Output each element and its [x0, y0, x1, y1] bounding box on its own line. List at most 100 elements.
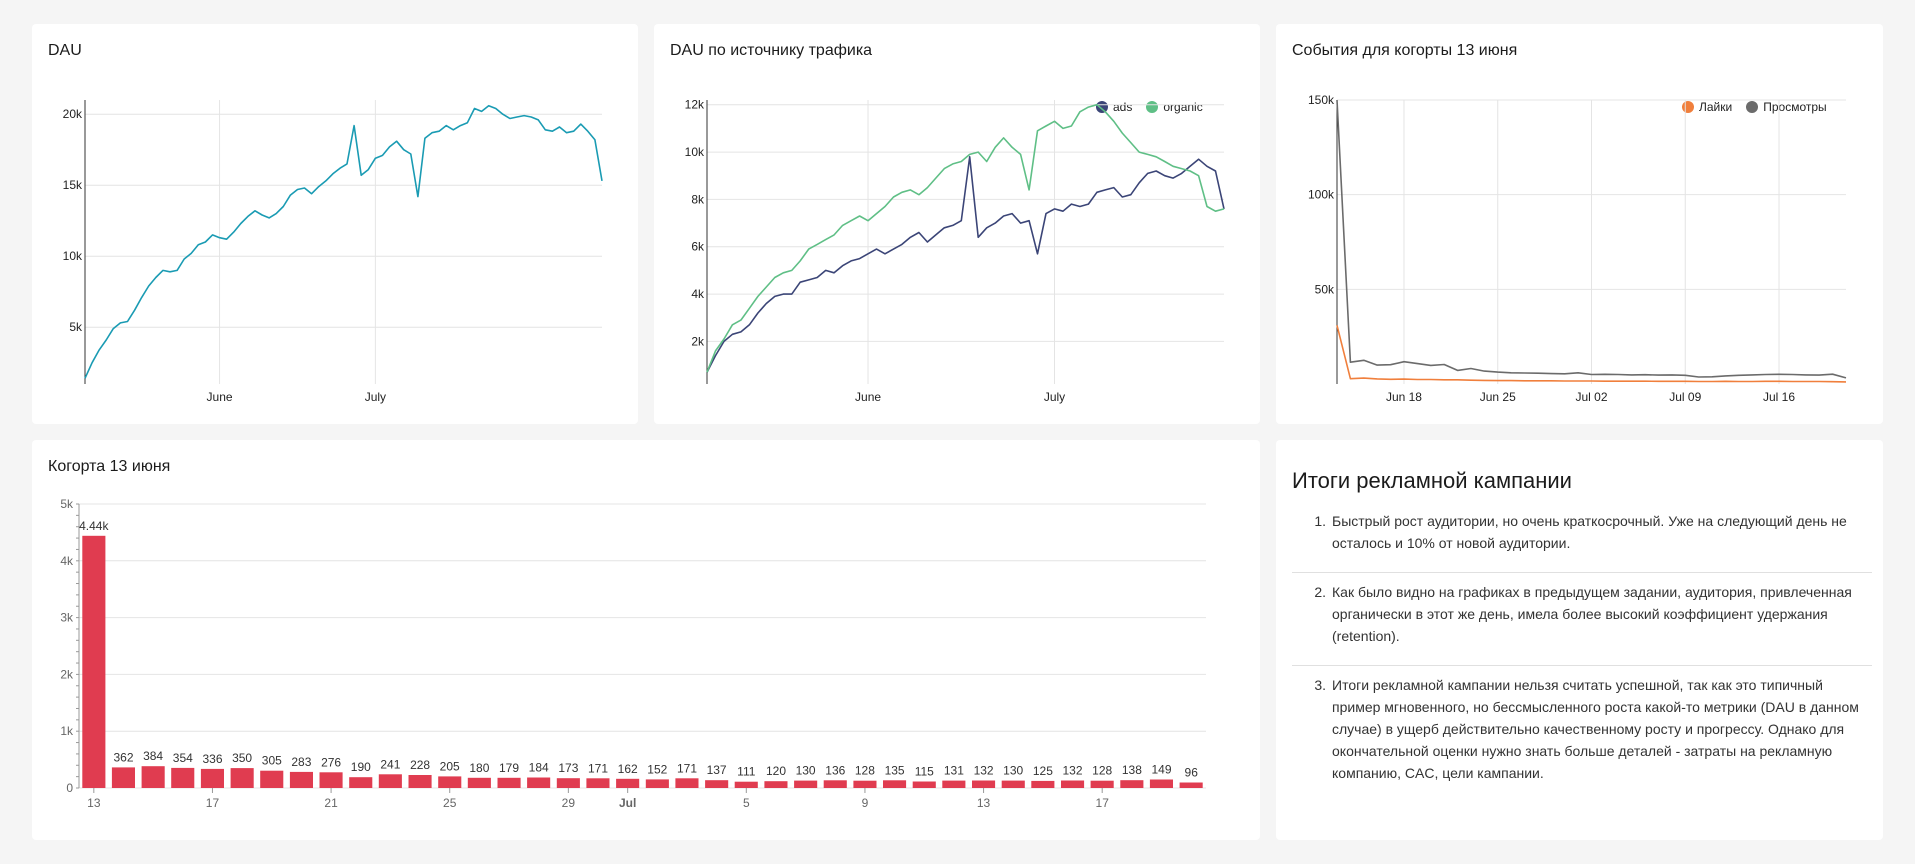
bar-value-label: 362	[113, 750, 133, 764]
series-line-DAU	[84, 104, 603, 379]
bar	[260, 770, 284, 788]
dau-card: DAU 5k 10k 15k 20k June July	[32, 24, 638, 424]
y-tick-label: 15k	[63, 178, 83, 192]
x-tick-label: 17	[1096, 796, 1110, 810]
x-tick-label: 13	[977, 796, 991, 810]
y-tick-label: 4k	[60, 554, 74, 568]
dau-chart: 5k 10k 15k 20k June July	[63, 100, 603, 404]
bar-value-label: 131	[944, 764, 964, 778]
bar-value-label: 136	[825, 763, 845, 777]
bar	[883, 780, 907, 788]
legend-item-ads[interactable]: ads	[1096, 100, 1132, 114]
dau-source-legend: ads organic	[1096, 100, 1203, 114]
y-tick-label: 8k	[691, 192, 705, 206]
bar-value-label: 305	[262, 754, 282, 768]
bar	[942, 780, 966, 788]
bar-value-label: 190	[351, 760, 371, 774]
bar-value-label: 205	[440, 759, 460, 773]
bar-value-label: 152	[647, 762, 667, 776]
bar-value-label: 137	[707, 763, 727, 777]
bar	[82, 535, 106, 788]
x-tick-label: Jul 16	[1763, 390, 1795, 404]
bar	[645, 779, 669, 788]
bar-value-label: 125	[1033, 764, 1053, 778]
bar-value-label: 173	[558, 761, 578, 775]
events-chart: 50k 100k 150k Jun 18 Jun 25 Jul 02 Jul 09 Jul 1…	[1308, 93, 1847, 404]
summary-item: 3. Итоги рекламной кампании нельзя счита…	[1292, 666, 1872, 802]
series-line-organic	[706, 103, 1225, 373]
x-tick-label: 17	[206, 796, 220, 810]
cohort-card: Когорта 13 июня 0 1k 2k 3k 4k 5k 4.44k 362 384 35…	[32, 440, 1260, 840]
legend-dot-organic	[1146, 101, 1159, 113]
y-tick-label: 4k	[691, 287, 705, 301]
summary-list: 1. Быстрый рост аудитории, но очень крат…	[1292, 502, 1872, 802]
bar	[1179, 782, 1203, 788]
bar	[1149, 779, 1173, 788]
bar	[912, 781, 936, 788]
bar	[853, 780, 877, 788]
legend-label-organic: organic	[1163, 100, 1203, 114]
bar	[527, 777, 551, 788]
y-tick-label: 0	[66, 781, 73, 795]
bar-value-label: 4.44k	[79, 519, 109, 533]
summary-item-number: 3.	[1314, 677, 1326, 693]
bar	[141, 766, 165, 788]
x-tick-label: 21	[324, 796, 338, 810]
legend-item-organic[interactable]: organic	[1146, 100, 1203, 114]
x-tick-label: 25	[443, 796, 457, 810]
bar-value-label: 283	[291, 755, 311, 769]
y-tick-label: 10k	[685, 145, 705, 159]
x-tick-label: Jun 25	[1480, 390, 1516, 404]
bar-value-label: 149	[1151, 763, 1171, 777]
dau-source-chart: 2k 4k 6k 8k 10k 12k June July	[685, 98, 1225, 404]
x-tick-label: July	[365, 390, 386, 404]
y-tick-label: 3k	[60, 611, 74, 625]
y-tick-label: 150k	[1308, 93, 1335, 107]
y-tick-label: 100k	[1308, 188, 1335, 202]
y-tick-label: 5k	[69, 320, 83, 334]
bar-value-label: 354	[173, 751, 193, 765]
x-tick-label: Jul	[619, 796, 636, 810]
bar	[972, 780, 996, 788]
x-tick-label: June	[207, 390, 233, 404]
summary-item: 1. Быстрый рост аудитории, но очень крат…	[1292, 502, 1872, 573]
y-tick-label: 5k	[60, 497, 74, 511]
bar	[616, 778, 640, 788]
x-tick-label: Jul 02	[1575, 390, 1607, 404]
events-title: События для когорты 13 июня	[1292, 42, 1518, 59]
bar-value-label: 115	[915, 765, 934, 779]
bar	[1061, 780, 1085, 788]
bar	[734, 781, 758, 788]
summary-item-text: Итоги рекламной кампании нельзя считать …	[1332, 677, 1859, 781]
bar	[497, 777, 521, 788]
bar	[586, 778, 610, 788]
events-card: События для когорты 13 июня Лайки Просмо…	[1276, 24, 1883, 424]
bar-value-label: 228	[410, 758, 430, 772]
legend-label-likes: Лайки	[1699, 100, 1733, 114]
bar	[1090, 780, 1114, 788]
bar	[1031, 780, 1055, 788]
series-line-Лайки	[1336, 325, 1847, 383]
legend-dot-views	[1746, 101, 1759, 113]
x-tick-label: 29	[562, 796, 576, 810]
bar	[794, 780, 818, 788]
bar-value-label: 171	[588, 761, 608, 775]
x-tick-label: 9	[862, 796, 869, 810]
dau-title: DAU	[48, 42, 82, 59]
summary-card: Итоги рекламной кампании 1. Быстрый рост…	[1276, 440, 1883, 840]
y-tick-label: 20k	[63, 107, 83, 121]
y-tick-label: 10k	[63, 249, 83, 263]
x-tick-label: 5	[743, 796, 750, 810]
bar	[705, 780, 729, 788]
y-tick-label: 1k	[60, 724, 74, 738]
bar-value-label: 130	[1003, 764, 1023, 778]
bar	[438, 776, 462, 788]
x-tick-label: Jul 09	[1669, 390, 1701, 404]
bar-value-label: 162	[618, 762, 638, 776]
x-tick-label: June	[855, 390, 881, 404]
summary-item-text: Как было видно на графиках в предыдущем …	[1332, 584, 1852, 644]
x-tick-label: July	[1044, 390, 1065, 404]
bar	[408, 775, 432, 788]
bar	[378, 774, 402, 788]
y-tick-label: 50k	[1315, 282, 1335, 296]
